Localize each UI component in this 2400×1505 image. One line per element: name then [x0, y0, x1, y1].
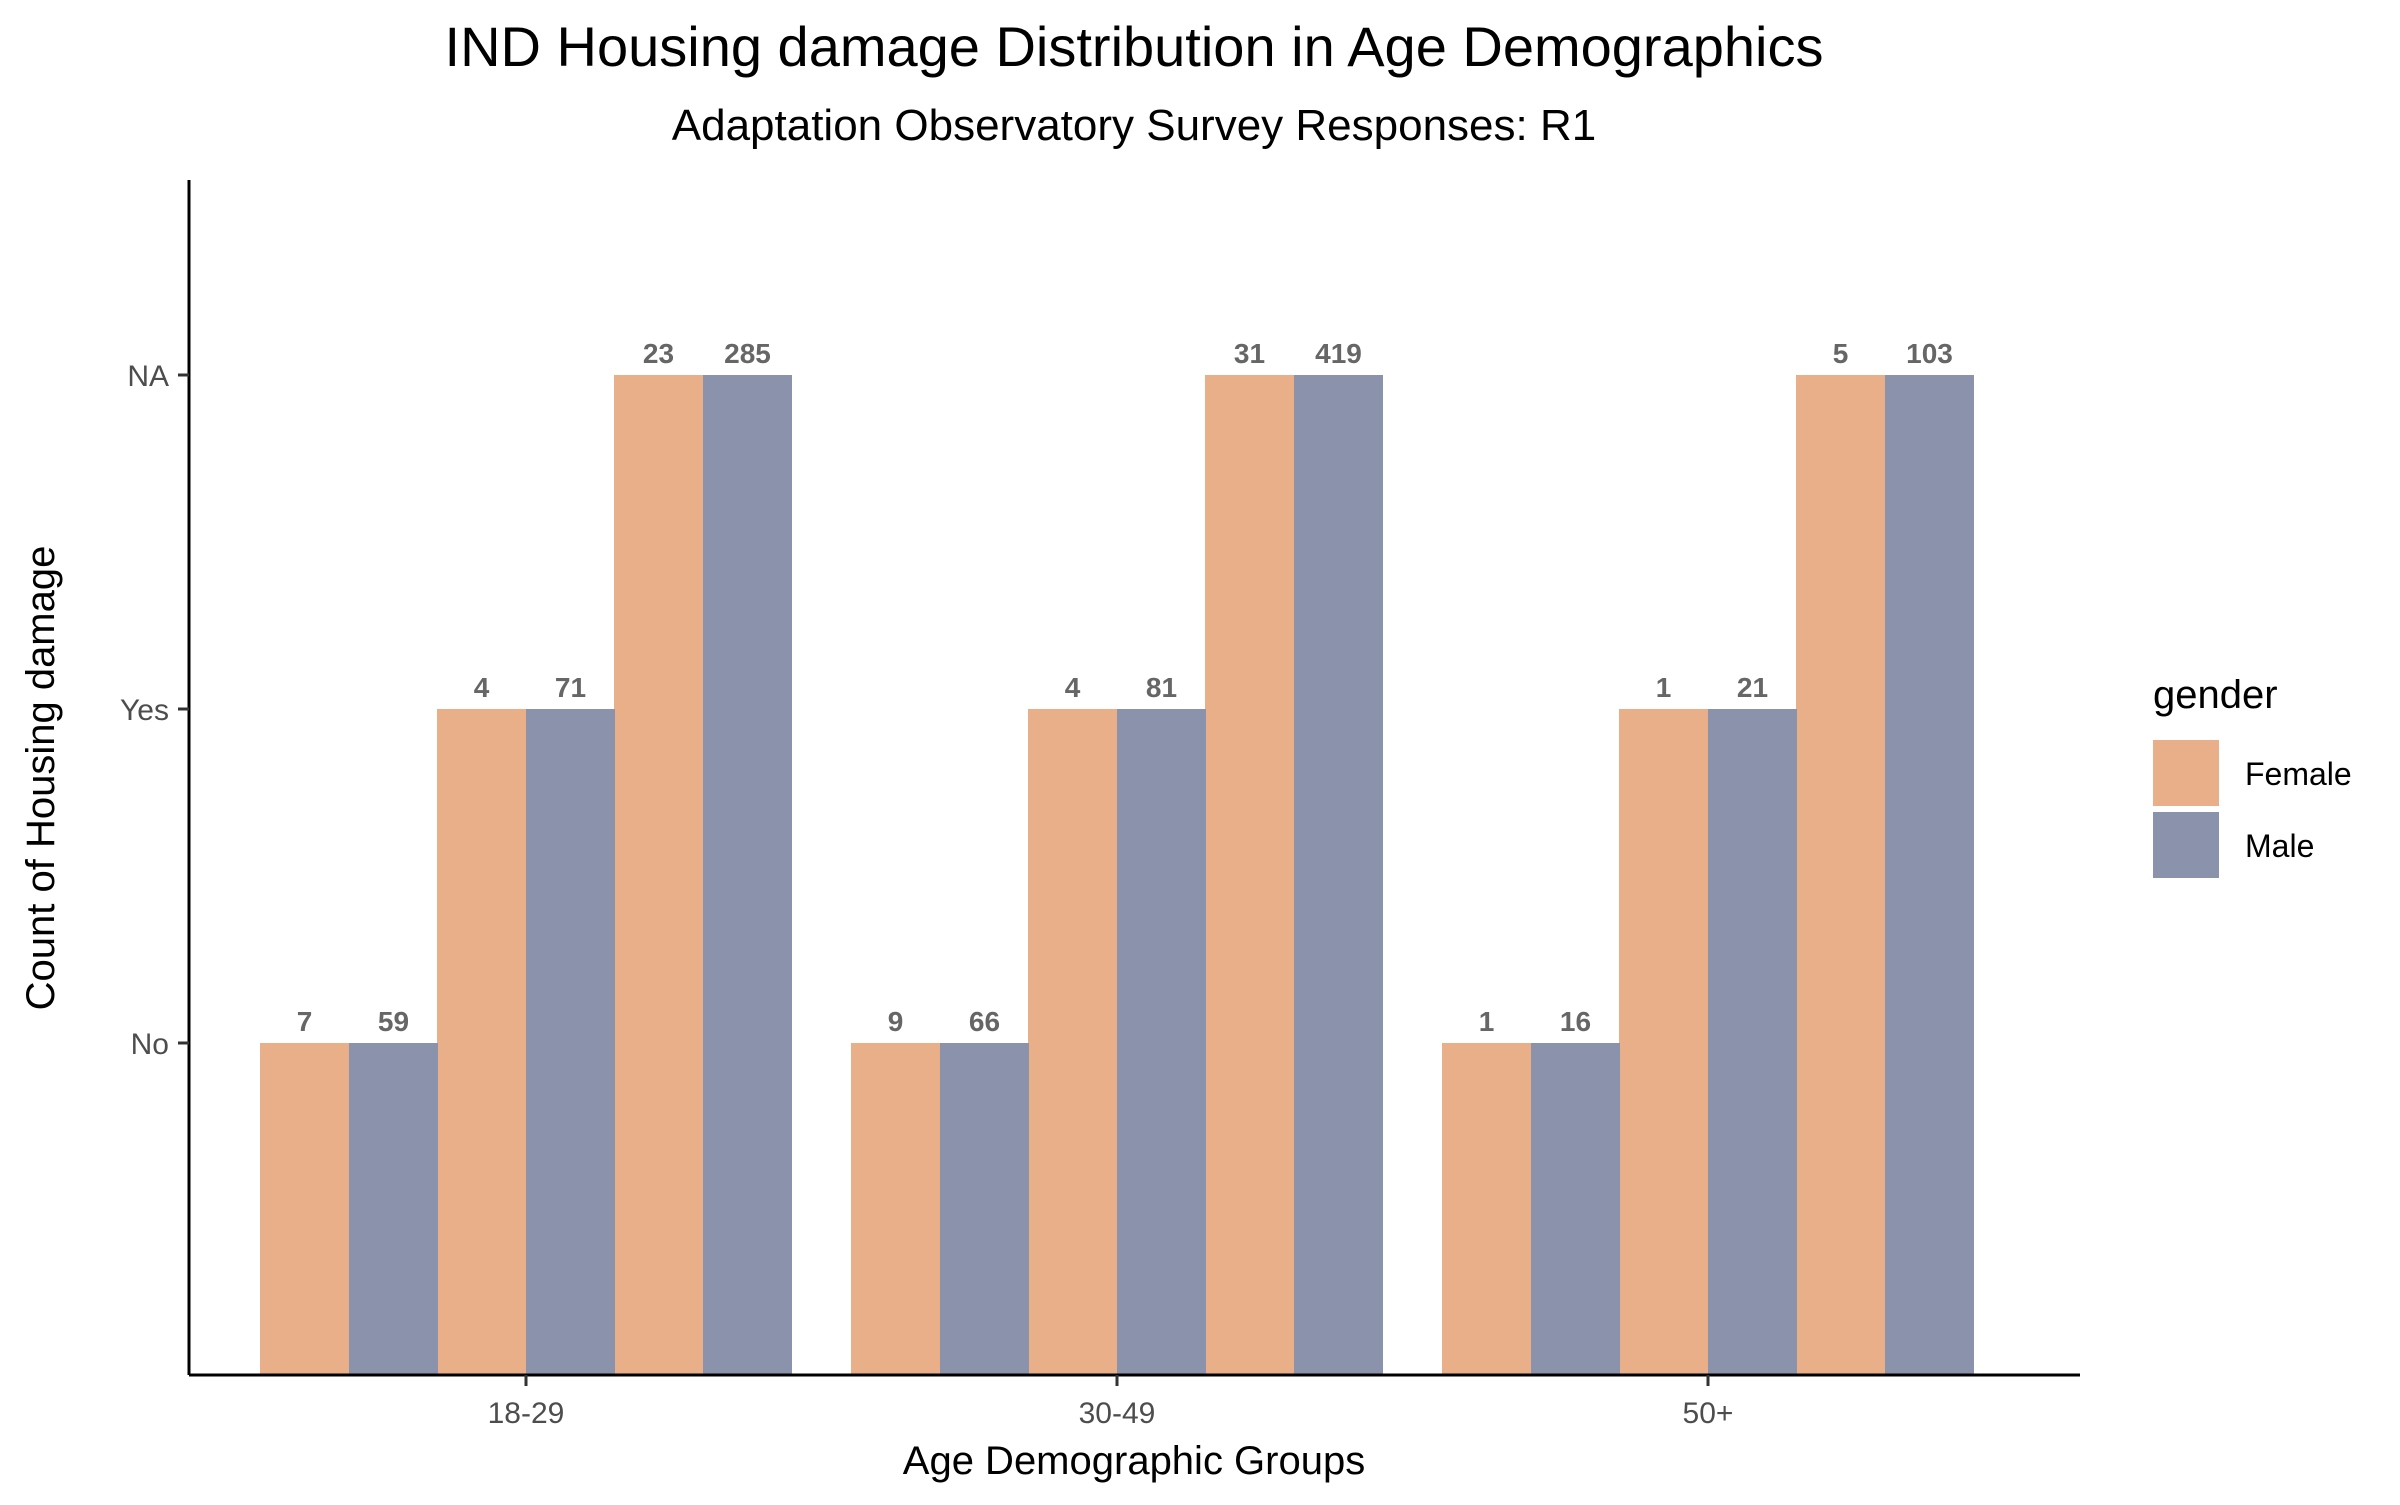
bar-female-1829-yes	[437, 709, 526, 1375]
data-label-male-3049-yes: 81	[1146, 672, 1177, 703]
data-label-male-3049-na: 419	[1315, 338, 1362, 369]
legend-label-male: Male	[2245, 828, 2314, 864]
y-tick-label-yes: Yes	[120, 694, 169, 727]
y-axis-title: Count of Housing damage	[19, 546, 63, 1011]
legend-entries: Female Male	[2153, 740, 2352, 878]
data-label-male-1829-na: 285	[724, 338, 771, 369]
bar-male-1829-no	[349, 1043, 438, 1375]
data-label-male-1829-yes: 71	[555, 672, 586, 703]
bar-female-50-no	[1442, 1043, 1531, 1375]
data-label-male-50-yes: 21	[1737, 672, 1768, 703]
legend-swatch-male	[2153, 812, 2219, 878]
data-label-male-1829-no: 59	[378, 1006, 409, 1037]
y-tick-label-na: NA	[127, 360, 169, 393]
data-label-female-50-no: 1	[1479, 1006, 1495, 1037]
data-label-female-50-na: 5	[1833, 338, 1849, 369]
bar-male-3049-no	[940, 1043, 1029, 1375]
data-label-male-50-na: 103	[1906, 338, 1953, 369]
bar-male-50-na	[1885, 375, 1974, 1375]
bar-female-3049-no	[851, 1043, 940, 1375]
data-label-female-1829-no: 7	[297, 1006, 313, 1037]
bar-male-3049-na	[1294, 375, 1383, 1375]
data-label-female-3049-yes: 4	[1065, 672, 1081, 703]
data-label-male-3049-no: 66	[969, 1006, 1000, 1037]
bar-female-50-yes	[1619, 709, 1708, 1375]
data-label-female-1829-yes: 4	[474, 672, 490, 703]
bar-male-50-no	[1531, 1043, 1620, 1375]
chart-subtitle: Adaptation Observatory Survey Responses:…	[672, 101, 1596, 150]
x-axis-title: Age Demographic Groups	[903, 1439, 1365, 1483]
legend: gender Female Male	[2153, 673, 2352, 878]
data-labels-layer: 7 4 23 59 71 285 9 4 31 66 81 419 1 1 5 16 21 103	[297, 338, 1953, 1037]
legend-swatch-female	[2153, 740, 2219, 806]
bar-female-1829-no	[260, 1043, 349, 1375]
bar-female-3049-na	[1205, 375, 1294, 1375]
chart-title: IND Housing damage Distribution in Age D…	[445, 15, 1824, 78]
bar-female-3049-yes	[1028, 709, 1117, 1375]
bar-male-50-yes	[1708, 709, 1797, 1375]
x-tick-label-1829: 18-29	[488, 1397, 565, 1430]
legend-label-female: Female	[2245, 756, 2352, 792]
y-axis-ticks: No Yes NA	[120, 360, 189, 1061]
data-label-female-50-yes: 1	[1656, 672, 1672, 703]
y-tick-label-no: No	[131, 1028, 169, 1061]
data-label-female-1829-na: 23	[643, 338, 674, 369]
x-tick-label-3049: 30-49	[1079, 1397, 1156, 1430]
x-axis-ticks: 18-29 30-49 50+	[488, 1375, 1734, 1430]
bar-male-3049-yes	[1117, 709, 1206, 1375]
legend-title: gender	[2153, 673, 2278, 717]
bar-male-1829-na	[703, 375, 792, 1375]
bar-female-50-na	[1796, 375, 1885, 1375]
data-label-female-3049-no: 9	[888, 1006, 904, 1037]
bar-female-1829-na	[614, 375, 703, 1375]
bars-layer	[260, 375, 1974, 1375]
bar-male-1829-yes	[526, 709, 615, 1375]
data-label-male-50-no: 16	[1560, 1006, 1591, 1037]
data-label-female-3049-na: 31	[1234, 338, 1265, 369]
x-tick-label-50: 50+	[1683, 1397, 1734, 1430]
